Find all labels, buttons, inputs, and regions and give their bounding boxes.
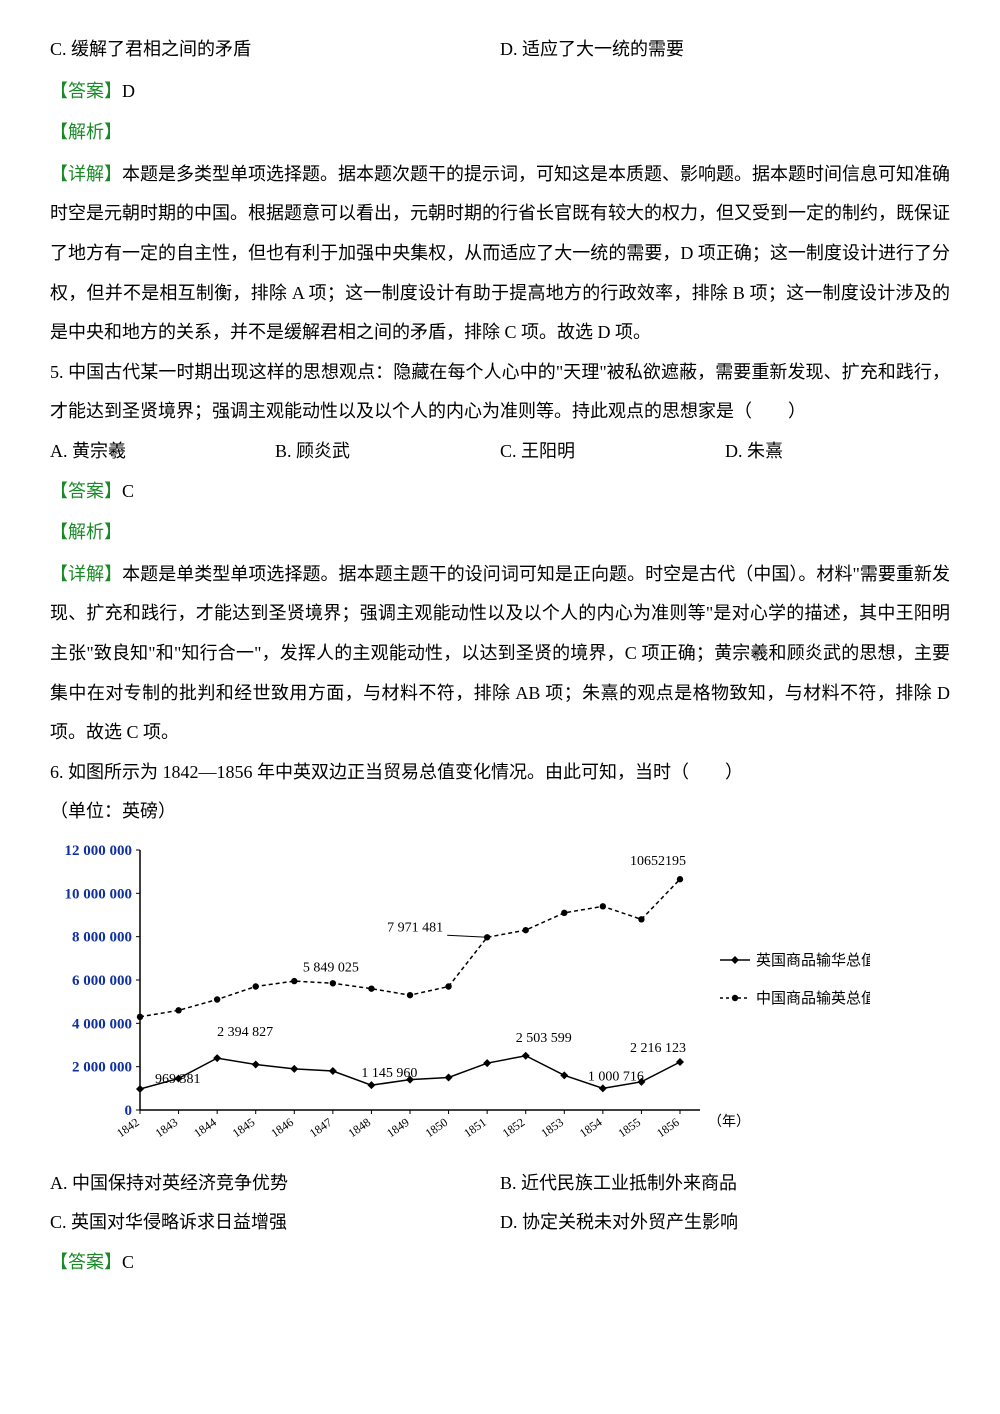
svg-text:6 000 000: 6 000 000 (72, 973, 132, 989)
q6-answer-val: C (122, 1252, 134, 1272)
q5-opt-d: D. 朱熹 (725, 432, 950, 472)
q6-opt-c: C. 英国对华侵略诉求日益增强 (50, 1203, 500, 1243)
detail-label: 【详解】 (50, 164, 122, 184)
svg-text:10 000 000: 10 000 000 (65, 886, 133, 902)
svg-text:1851: 1851 (461, 1115, 489, 1140)
q4-opt-c: C. 缓解了君相之间的矛盾 (50, 30, 500, 70)
svg-text:英国商品输华总值: 英国商品输华总值 (756, 951, 870, 969)
svg-text:2 503 599: 2 503 599 (516, 1031, 572, 1046)
q5-opt-a: A. 黄宗羲 (50, 432, 275, 472)
svg-text:1853: 1853 (538, 1115, 566, 1140)
svg-text:7 971 481: 7 971 481 (387, 920, 443, 935)
q5-analysis-label: 【解析】 (50, 513, 950, 553)
q4-answer: 【答案】D (50, 72, 950, 112)
svg-text:1852: 1852 (500, 1115, 528, 1140)
svg-text:（年）: （年） (708, 1114, 750, 1130)
svg-text:10652195: 10652195 (630, 854, 686, 869)
q6-unit: （单位：英磅） (50, 792, 950, 832)
q4-analysis-label: 【解析】 (50, 113, 950, 153)
q6-opt-d: D. 协定关税未对外贸产生影响 (500, 1203, 950, 1243)
svg-text:1845: 1845 (230, 1115, 258, 1140)
svg-text:8 000 000: 8 000 000 (72, 930, 132, 946)
svg-text:1847: 1847 (307, 1115, 335, 1140)
q6-options-cd: C. 英国对华侵略诉求日益增强 D. 协定关税未对外贸产生影响 (50, 1203, 950, 1243)
q5-detail: 【详解】本题是单类型单项选择题。据本题主题干的设问词可知是正向题。时空是古代（中… (50, 555, 950, 753)
q5-detail-text: 本题是单类型单项选择题。据本题主题干的设问词可知是正向题。时空是古代（中国）。材… (50, 564, 950, 742)
svg-text:1844: 1844 (191, 1115, 219, 1140)
svg-text:1848: 1848 (345, 1115, 373, 1140)
svg-text:5 849 025: 5 849 025 (303, 960, 359, 975)
q4-detail: 【详解】本题是多类型单项选择题。据本题次题干的提示词，可知这是本质题、影响题。据… (50, 155, 950, 353)
detail-label: 【详解】 (50, 564, 122, 584)
q6-opt-b: B. 近代民族工业抵制外来商品 (500, 1164, 950, 1204)
svg-text:2 394 827: 2 394 827 (217, 1025, 273, 1040)
q5-opt-b: B. 顾炎武 (275, 432, 500, 472)
svg-text:969 381: 969 381 (155, 1072, 201, 1087)
q5-answer-val: C (122, 481, 134, 501)
q5-opt-c: C. 王阳明 (500, 432, 725, 472)
q5-stem: 5. 中国古代某一时期出现这样的思想观点：隐藏在每个人心中的"天理"被私欲遮蔽，… (50, 353, 950, 432)
q4-opt-d: D. 适应了大一统的需要 (500, 30, 950, 70)
svg-text:2 000 000: 2 000 000 (72, 1060, 132, 1076)
q6-stem: 6. 如图所示为 1842—1856 年中英双边正当贸易总值变化情况。由此可知，… (50, 753, 950, 793)
svg-text:1856: 1856 (654, 1115, 682, 1140)
svg-text:1850: 1850 (423, 1115, 451, 1140)
q4-answer-val: D (122, 81, 135, 101)
svg-text:1 145 960: 1 145 960 (361, 1066, 417, 1081)
svg-text:中国商品输英总值: 中国商品输英总值 (756, 989, 870, 1007)
analysis-label: 【解析】 (50, 522, 122, 542)
svg-text:1 000 716: 1 000 716 (588, 1069, 644, 1084)
svg-text:1842: 1842 (114, 1115, 142, 1140)
svg-text:1849: 1849 (384, 1115, 412, 1140)
q6-answer: 【答案】C (50, 1243, 950, 1283)
q6-options-ab: A. 中国保持对英经济竞争优势 B. 近代民族工业抵制外来商品 (50, 1164, 950, 1204)
answer-label: 【答案】 (50, 481, 122, 501)
answer-label: 【答案】 (50, 81, 122, 101)
q4-options-cd: C. 缓解了君相之间的矛盾 D. 适应了大一统的需要 (50, 30, 950, 70)
svg-text:12 000 000: 12 000 000 (65, 843, 133, 859)
svg-text:1854: 1854 (577, 1115, 605, 1140)
analysis-label: 【解析】 (50, 122, 122, 142)
svg-text:4 000 000: 4 000 000 (72, 1016, 132, 1032)
svg-text:1843: 1843 (153, 1115, 181, 1140)
q4-detail-text: 本题是多类型单项选择题。据本题次题干的提示词，可知这是本质题、影响题。据本题时间… (50, 164, 950, 342)
answer-label: 【答案】 (50, 1252, 122, 1272)
svg-text:2 216 123: 2 216 123 (630, 1041, 686, 1056)
q6-chart: 02 000 0004 000 0006 000 0008 000 00010 … (50, 840, 870, 1160)
svg-text:1855: 1855 (615, 1115, 643, 1140)
q5-options: A. 黄宗羲 B. 顾炎武 C. 王阳明 D. 朱熹 (50, 432, 950, 472)
q6-opt-a: A. 中国保持对英经济竞争优势 (50, 1164, 500, 1204)
svg-text:1846: 1846 (268, 1115, 296, 1140)
q5-answer: 【答案】C (50, 472, 950, 512)
